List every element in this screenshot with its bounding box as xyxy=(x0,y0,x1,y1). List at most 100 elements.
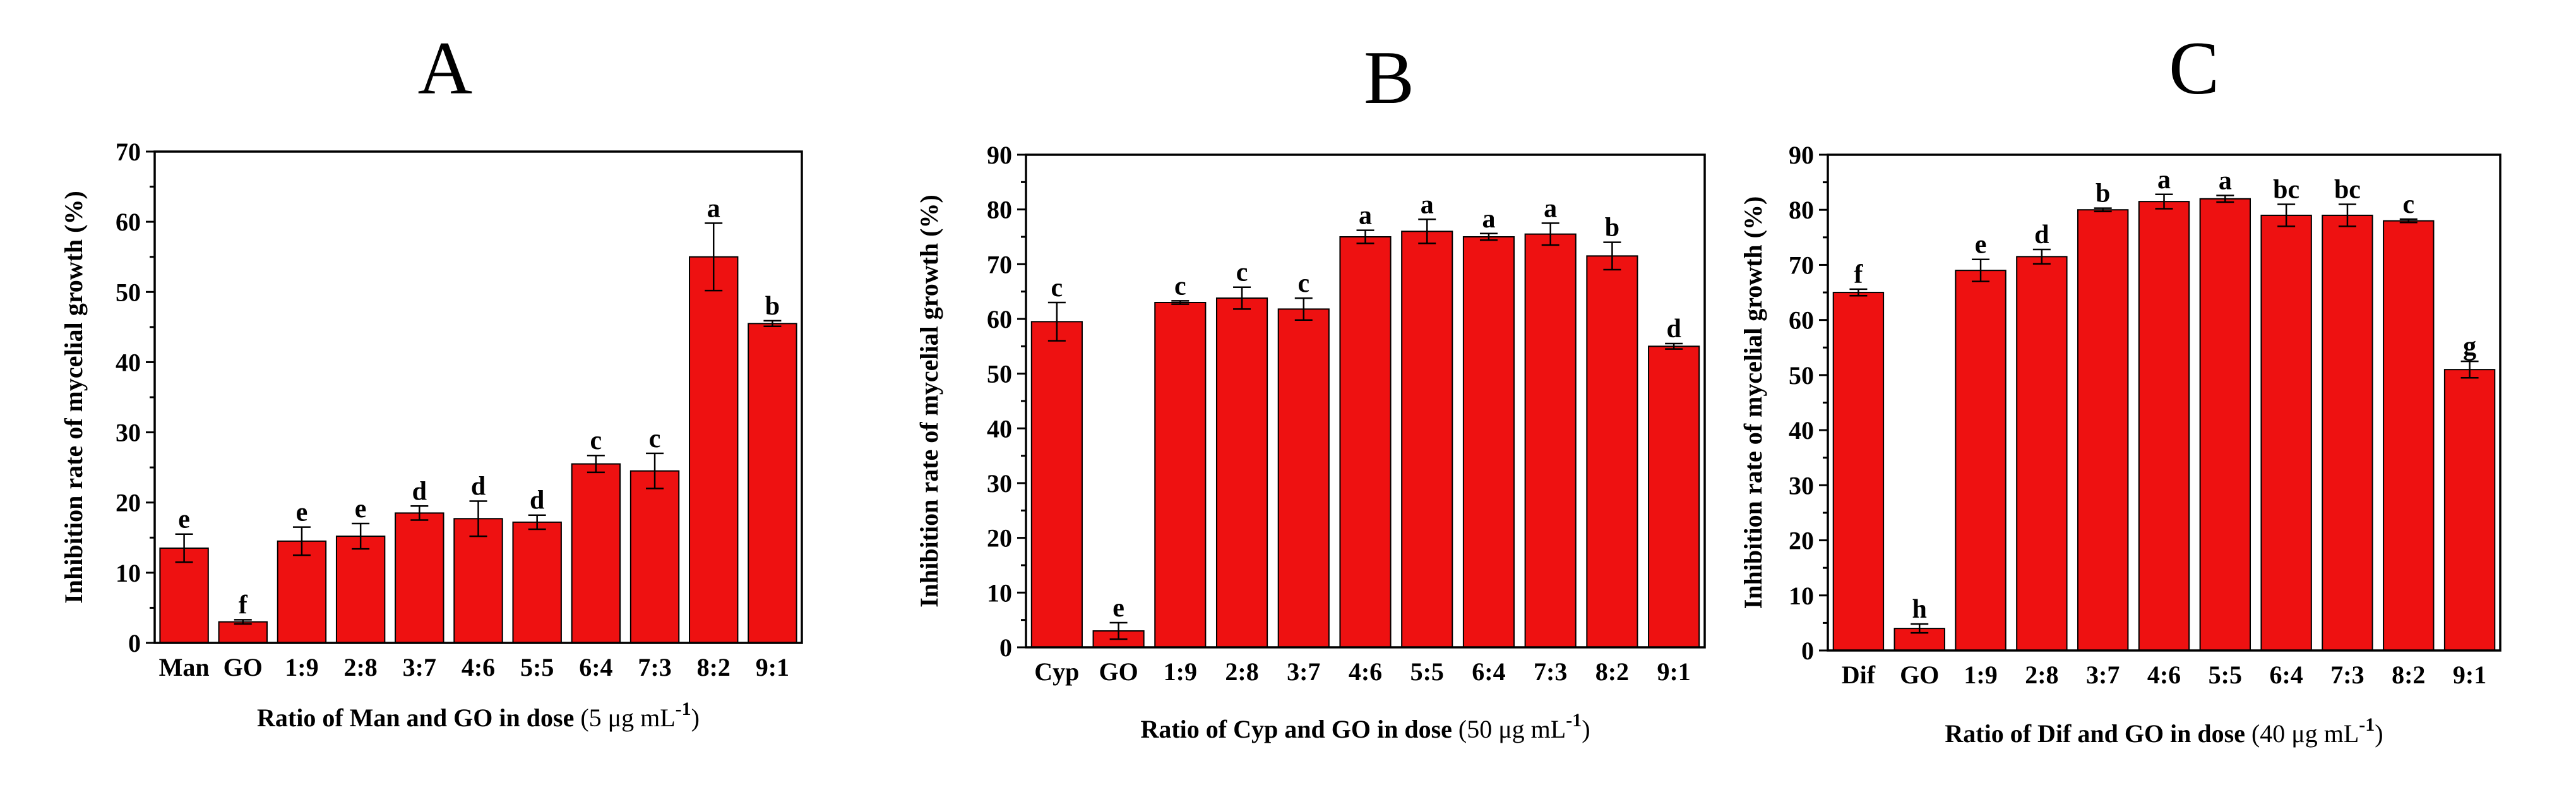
significance-label: c xyxy=(2402,190,2414,219)
bar-7:3 xyxy=(2322,214,2373,651)
y-tick-label: 60 xyxy=(116,208,141,236)
y-tick-label: 10 xyxy=(116,559,141,587)
y-tick-label: 0 xyxy=(1801,637,1814,665)
y-tick-label: 0 xyxy=(128,629,141,657)
y-axis-title: Inhibition rate of mycelial growth (%) xyxy=(915,195,943,608)
significance-label: f xyxy=(239,590,248,620)
bar-2:8 xyxy=(2016,256,2068,652)
bar-1:9 xyxy=(1154,302,1207,648)
significance-label: e xyxy=(355,494,367,524)
x-tick-label: 7:3 xyxy=(1534,657,1567,686)
bar-8:2 xyxy=(1586,255,1638,649)
y-tick-label: 70 xyxy=(116,138,141,166)
x-axis-title: Ratio of Cyp and GO in dose (50 μg mL-1) xyxy=(1140,710,1590,743)
significance-label: c xyxy=(590,426,602,455)
x-tick-label: GO xyxy=(1900,661,1939,689)
x-tick-label: 7:3 xyxy=(638,653,671,681)
bar-7:3 xyxy=(629,470,680,644)
chart-panel-b: Bc Cyp e GO c 1:9 c 2:8 c 3:7 a 4:6 a 5:5 a 6:4 a 7:3 b 8:2… xyxy=(915,35,1706,743)
significance-label: a xyxy=(1482,205,1495,234)
significance-label: h xyxy=(1912,595,1927,624)
x-tick-label: 8:2 xyxy=(2392,661,2425,689)
bar-6:4 xyxy=(571,463,621,644)
bar-6:4 xyxy=(2260,214,2312,651)
bar-1:9 xyxy=(1955,270,2007,651)
bar-9:1 xyxy=(748,323,797,644)
significance-label: e xyxy=(296,498,308,527)
significance-label: a xyxy=(2219,167,2232,196)
x-tick-label: 3:7 xyxy=(403,653,436,681)
y-axis-title: Inhibition rate of mycelial growth (%) xyxy=(1739,196,1767,609)
significance-label: c xyxy=(1297,269,1309,298)
bar-3:7 xyxy=(1277,308,1330,648)
panel-letter: A xyxy=(418,26,473,110)
bar-GO xyxy=(218,621,268,644)
y-tick-label: 30 xyxy=(987,469,1012,498)
panel-letter: C xyxy=(2169,26,2219,110)
chart-panel-c: Cf Dif h GO e 1:9 d 2:8 b 3:7 a 4:6 a 5:5 bc 6:4 bc 7:3 c 8… xyxy=(1739,26,2501,748)
x-tick-label: 9:1 xyxy=(756,653,789,681)
significance-label: f xyxy=(1854,260,1863,289)
x-axis-title: Ratio of Dif and GO in dose (40 μg mL-1) xyxy=(1945,714,2383,748)
y-tick-label: 60 xyxy=(987,305,1012,333)
x-tick-label: 4:6 xyxy=(2147,661,2181,689)
bar-4:6 xyxy=(2138,201,2190,651)
bar-8:2 xyxy=(2383,220,2435,651)
significance-label: d xyxy=(2034,220,2049,249)
significance-label: c xyxy=(1236,258,1248,287)
significance-label: a xyxy=(1421,190,1434,219)
bar-4:6 xyxy=(453,518,503,644)
x-tick-label: 8:2 xyxy=(697,653,730,681)
plot-frame xyxy=(1025,153,1706,649)
x-tick-label: 4:6 xyxy=(462,653,495,681)
x-tick-label: 4:6 xyxy=(1349,657,1382,686)
x-tick-label: 1:9 xyxy=(1964,661,1997,689)
y-tick-label: 30 xyxy=(1789,471,1814,500)
significance-label: c xyxy=(649,424,661,453)
y-tick-label: 40 xyxy=(1789,416,1814,445)
y-tick-label: 80 xyxy=(1789,196,1814,224)
x-tick-label: 5:5 xyxy=(1410,657,1444,686)
bar-5:5 xyxy=(1401,231,1453,649)
y-tick-label: 40 xyxy=(987,414,1012,443)
y-tick-label: 70 xyxy=(987,250,1012,279)
significance-label: a xyxy=(2157,165,2171,195)
y-tick-label: 10 xyxy=(1789,582,1814,610)
x-tick-label: 9:1 xyxy=(2453,661,2486,689)
y-tick-label: 50 xyxy=(116,278,141,306)
bar-Man xyxy=(159,547,209,644)
bar-3:7 xyxy=(2077,209,2129,651)
significance-label: c xyxy=(1174,272,1186,301)
significance-label: b xyxy=(765,292,780,321)
bar-Cyp xyxy=(1030,321,1083,649)
x-tick-label: Dif xyxy=(1842,661,1876,689)
panel-letter: B xyxy=(1364,35,1414,119)
y-tick-label: 40 xyxy=(116,348,141,376)
y-tick-label: 90 xyxy=(987,141,1012,169)
x-tick-label: 3:7 xyxy=(1287,657,1320,686)
significance-label: c xyxy=(1051,273,1063,303)
significance-label: d xyxy=(1666,315,1681,344)
bar-Dif xyxy=(1832,292,1885,651)
significance-label: d xyxy=(412,477,427,506)
y-tick-label: 20 xyxy=(987,524,1012,553)
x-tick-label: 5:5 xyxy=(2209,661,2242,689)
x-tick-label: GO xyxy=(224,653,263,681)
x-axis-title: Ratio of Man and GO in dose (5 μg mL-1) xyxy=(257,698,700,732)
significance-label: d xyxy=(471,472,486,501)
bar-4:6 xyxy=(1339,236,1392,648)
x-tick-label: GO xyxy=(1099,657,1138,686)
y-tick-label: 20 xyxy=(1789,527,1814,555)
bar-2:8 xyxy=(1215,297,1268,649)
bar-2:8 xyxy=(335,536,386,644)
y-tick-label: 0 xyxy=(999,633,1012,662)
y-tick-label: 60 xyxy=(1789,306,1814,335)
x-tick-label: 2:8 xyxy=(1225,657,1258,686)
significance-label: e xyxy=(1975,231,1987,260)
y-tick-label: 50 xyxy=(987,360,1012,388)
y-tick-label: 70 xyxy=(1789,251,1814,279)
bar-1:9 xyxy=(277,540,327,644)
bar-9:1 xyxy=(1648,345,1700,648)
significance-label: e xyxy=(1112,594,1124,623)
